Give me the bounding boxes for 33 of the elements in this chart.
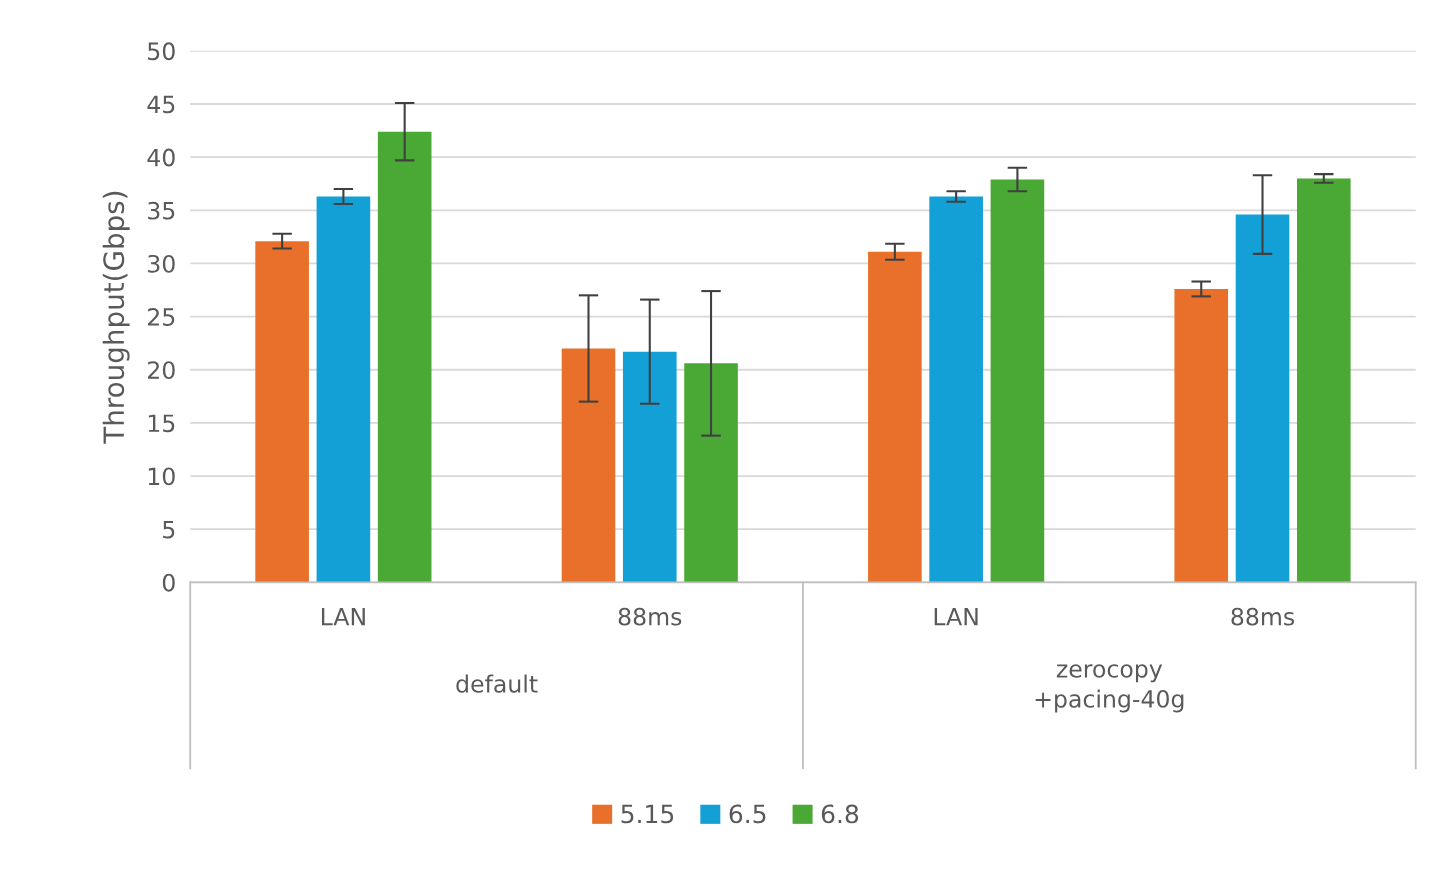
- bar: [561, 348, 616, 583]
- bar: [990, 179, 1045, 583]
- y-tick-label: 35: [148, 201, 175, 220]
- y-tick-label: 5: [163, 520, 175, 539]
- x-tick-label: 88ms: [618, 607, 682, 626]
- text: default: [456, 674, 538, 693]
- legend-label: 6.5: [729, 804, 766, 824]
- bar: [316, 196, 371, 583]
- x-tick-label: LAN: [321, 608, 365, 626]
- bar: [622, 351, 677, 583]
- x-tick-label: 88ms: [1231, 607, 1295, 626]
- bar: [1174, 288, 1229, 583]
- y-tick-label: 30: [148, 254, 175, 273]
- bar: [255, 241, 309, 583]
- x-tick-label: LAN: [934, 608, 978, 626]
- y-axis-title: Throughput(Gbps): [102, 191, 130, 444]
- bar: [1296, 178, 1351, 583]
- legend-label: 5.15: [621, 804, 674, 824]
- y-tick-label: 45: [147, 95, 175, 114]
- y-tick-label: 10: [148, 467, 175, 486]
- y-tick-label: 20: [148, 361, 175, 380]
- y-tick-label: 50: [148, 42, 175, 61]
- y-tick-label: 0: [162, 573, 175, 592]
- y-tick-label: 40: [147, 148, 175, 167]
- y-tick-label: 15: [148, 414, 175, 433]
- bar: [684, 363, 738, 583]
- bar: [1235, 214, 1290, 583]
- bar: [929, 196, 983, 583]
- y-tick-label: 25: [148, 308, 175, 326]
- bar: [868, 251, 922, 583]
- legend-label: 6.8: [821, 804, 859, 824]
- bar: [377, 131, 432, 583]
- text: zerocopy +pacing-40g: [1035, 664, 1184, 713]
